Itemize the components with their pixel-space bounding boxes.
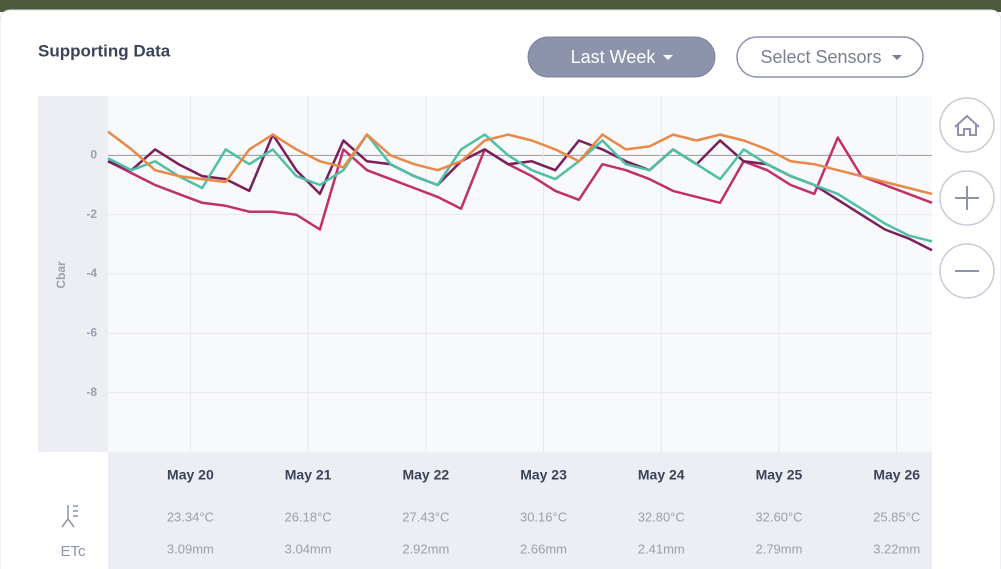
etc-value: 2.79mm bbox=[755, 541, 802, 556]
etc-value: 3.09mm bbox=[167, 541, 214, 556]
y-tick-label: -4 bbox=[86, 266, 97, 280]
temperature: 23.34°C bbox=[167, 509, 214, 524]
x-tick-label: May 24 bbox=[638, 467, 685, 483]
x-tick-label: May 25 bbox=[756, 467, 803, 483]
temperature: 26.18°C bbox=[285, 509, 332, 524]
y-tick-label: -2 bbox=[86, 207, 97, 221]
y-tick-label: -8 bbox=[86, 385, 97, 399]
etc-value: 2.92mm bbox=[402, 541, 449, 556]
x-tick-label: May 21 bbox=[285, 467, 332, 483]
etc-value: 3.04mm bbox=[285, 541, 332, 556]
range-button[interactable]: Last Week bbox=[528, 37, 715, 77]
etc-value: 3.22mm bbox=[873, 541, 920, 556]
y-axis-label: Cbar bbox=[54, 261, 68, 289]
panel-title: Supporting Data bbox=[38, 41, 171, 60]
home-button[interactable] bbox=[940, 98, 994, 152]
y-axis-panel bbox=[38, 96, 108, 452]
screen: Supporting Data Last Week Select Sensors… bbox=[0, 0, 1001, 569]
temperature: 32.60°C bbox=[755, 509, 802, 524]
zoom-out-button[interactable] bbox=[940, 244, 994, 298]
zoom-in-button[interactable] bbox=[940, 171, 994, 225]
sensors-button[interactable]: Select Sensors bbox=[737, 37, 923, 77]
etc-value: 2.66mm bbox=[520, 541, 567, 556]
button-label[interactable]: Select Sensors bbox=[760, 47, 881, 67]
page: Supporting Data Last Week Select Sensors… bbox=[0, 0, 1001, 569]
temperature: 32.80°C bbox=[638, 509, 685, 524]
x-tick-label: May 26 bbox=[873, 467, 920, 483]
x-tick-label: May 22 bbox=[402, 467, 449, 483]
x-tick-label: May 20 bbox=[167, 467, 214, 483]
x-tick-label: May 23 bbox=[520, 467, 567, 483]
button-label[interactable]: Last Week bbox=[571, 47, 657, 67]
etc-label: ETc bbox=[60, 543, 86, 560]
etc-value: 2.41mm bbox=[638, 541, 685, 556]
y-tick-label: 0 bbox=[90, 148, 97, 162]
home-circle[interactable] bbox=[940, 98, 994, 152]
y-tick-label: -6 bbox=[86, 326, 97, 340]
temperature: 30.16°C bbox=[520, 509, 567, 524]
temperature: 25.85°C bbox=[873, 509, 920, 524]
temperature: 27.43°C bbox=[402, 509, 449, 524]
